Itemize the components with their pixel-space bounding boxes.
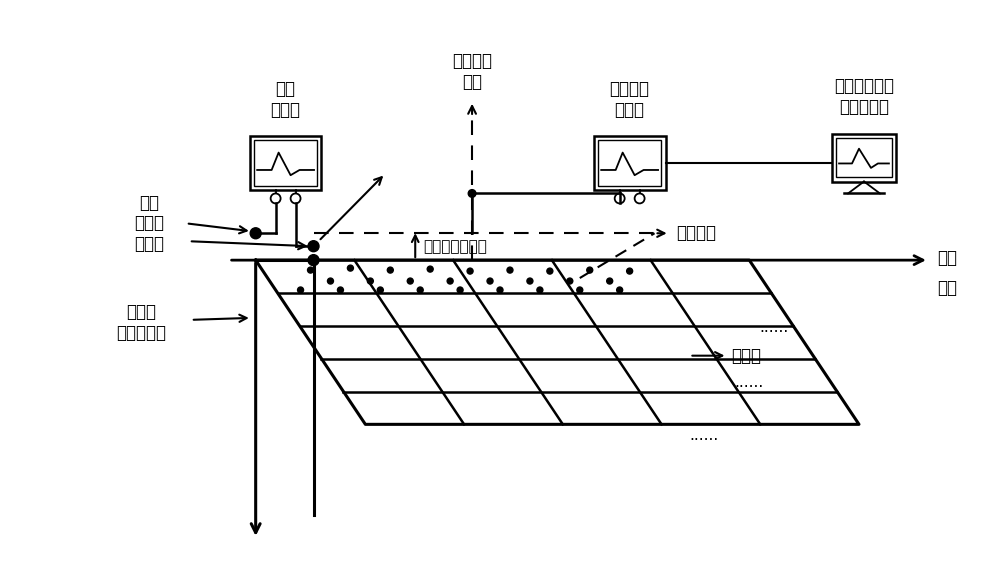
Circle shape <box>467 268 473 274</box>
Text: 数据处理及故
障诊断单元: 数据处理及故 障诊断单元 <box>834 77 894 116</box>
Circle shape <box>587 267 593 273</box>
Circle shape <box>347 265 353 271</box>
Bar <box>598 140 661 186</box>
Circle shape <box>497 287 503 293</box>
Circle shape <box>367 278 373 284</box>
Circle shape <box>507 267 513 273</box>
Bar <box>832 134 896 181</box>
Circle shape <box>308 240 319 251</box>
Circle shape <box>327 278 333 284</box>
Circle shape <box>271 194 281 203</box>
Text: 声传感器
阵列: 声传感器 阵列 <box>452 52 492 91</box>
Text: ......: ...... <box>735 375 764 390</box>
Circle shape <box>250 228 261 239</box>
Circle shape <box>427 266 433 272</box>
Text: 力源激发声信号: 力源激发声信号 <box>423 239 487 254</box>
Circle shape <box>308 267 314 273</box>
Text: 接地
引下线
注入端: 接地 引下线 注入端 <box>134 194 164 253</box>
Circle shape <box>447 278 453 284</box>
Text: 脉冲
电流源: 脉冲 电流源 <box>271 80 301 119</box>
Circle shape <box>291 194 301 203</box>
Text: 土壤: 土壤 <box>937 279 957 297</box>
Circle shape <box>308 255 319 266</box>
Text: 地面: 地面 <box>937 249 957 267</box>
Circle shape <box>298 287 304 293</box>
Circle shape <box>468 190 476 197</box>
Bar <box>836 138 892 177</box>
Circle shape <box>615 194 625 203</box>
Circle shape <box>387 267 393 273</box>
Text: ......: ...... <box>760 320 789 335</box>
Text: 声传感器: 声传感器 <box>677 224 717 242</box>
Text: 接地网: 接地网 <box>731 347 761 365</box>
Circle shape <box>417 287 423 293</box>
Circle shape <box>567 278 573 284</box>
Bar <box>250 136 321 191</box>
Circle shape <box>337 287 343 293</box>
Circle shape <box>457 287 463 293</box>
Circle shape <box>537 287 543 293</box>
Circle shape <box>635 194 645 203</box>
Circle shape <box>627 268 633 274</box>
Circle shape <box>577 287 583 293</box>
Circle shape <box>377 287 383 293</box>
Text: 接地网
接地引下线: 接地网 接地引下线 <box>116 303 166 342</box>
Circle shape <box>617 287 623 293</box>
Text: ......: ...... <box>690 428 719 443</box>
Circle shape <box>607 278 613 284</box>
Circle shape <box>527 278 533 284</box>
Circle shape <box>487 278 493 284</box>
Circle shape <box>407 278 413 284</box>
Bar <box>594 136 666 191</box>
Text: 声信号接
收电路: 声信号接 收电路 <box>610 80 650 119</box>
Circle shape <box>547 268 553 274</box>
Bar <box>254 140 317 186</box>
